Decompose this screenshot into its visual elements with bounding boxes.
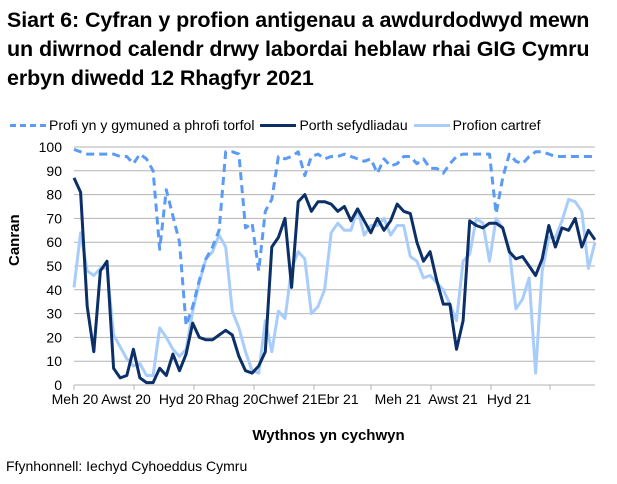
y-tick-label: 50 (46, 258, 62, 274)
legend-item-organisations: Porth sefydliadau (260, 117, 408, 133)
gridlines (74, 146, 595, 362)
chart-legend: Profi yn y gymuned a phrofi torfol Porth… (10, 116, 547, 134)
y-tick-label: 30 (46, 306, 62, 322)
legend-label: Porth sefydliadau (299, 117, 408, 133)
series-line-2 (72, 197, 597, 377)
x-tick-label: Chwef 21 (258, 391, 317, 407)
x-tick-label: Hyd 20 (159, 391, 204, 407)
y-axis-label: Canran (6, 214, 23, 266)
y-tick-label: 20 (46, 329, 62, 345)
series-line-0 (73, 147, 595, 327)
legend-label: Profion cartref (452, 117, 541, 133)
y-tick-label: 70 (46, 210, 62, 226)
x-tick-label: Meh 20 (52, 391, 99, 407)
y-axis-ticks: 0 10 20 30 40 50 60 70 80 90 100 (39, 139, 63, 393)
solid-line-swatch-icon (260, 123, 297, 127)
y-tick-label: 100 (39, 139, 63, 155)
x-tick-label: Awst 20 (101, 391, 151, 407)
solid-line-swatch-icon (413, 123, 450, 127)
y-tick-label: 60 (46, 234, 62, 250)
x-axis: Meh 20 Awst 20 Hyd 20 Rhag 20 Chwef 21 Ebr 21… (52, 384, 595, 407)
source-note: Ffynhonnell: Iechyd Cyhoeddus Cymru (6, 458, 248, 474)
y-tick-label: 40 (46, 282, 62, 298)
y-tick-label: 90 (46, 163, 62, 179)
data-series (72, 147, 597, 385)
x-tick-label: Hyd 21 (487, 391, 532, 407)
dashed-line-swatch-icon (10, 123, 46, 127)
series-line-1 (72, 177, 597, 385)
chart-title: Siart 6: Cyfran y profion antigenau a aw… (7, 8, 590, 90)
legend-item-community: Profi yn y gymuned a phrofi torfol (10, 117, 254, 133)
x-tick-label: Awst 21 (428, 391, 478, 407)
x-tick-label: Meh 21 (375, 391, 422, 407)
y-tick-label: 80 (46, 187, 62, 203)
y-tick-label: 0 (54, 377, 62, 393)
legend-label: Profi yn y gymuned a phrofi torfol (49, 117, 255, 133)
legend-item-home-tests: Profion cartref (413, 117, 541, 133)
x-tick-label: Rhag 20 (206, 391, 259, 407)
y-tick-label: 10 (46, 353, 62, 369)
x-tick-label: Ebr 21 (317, 391, 358, 407)
x-axis-label: Wythnos yn cychwyn (252, 427, 405, 444)
